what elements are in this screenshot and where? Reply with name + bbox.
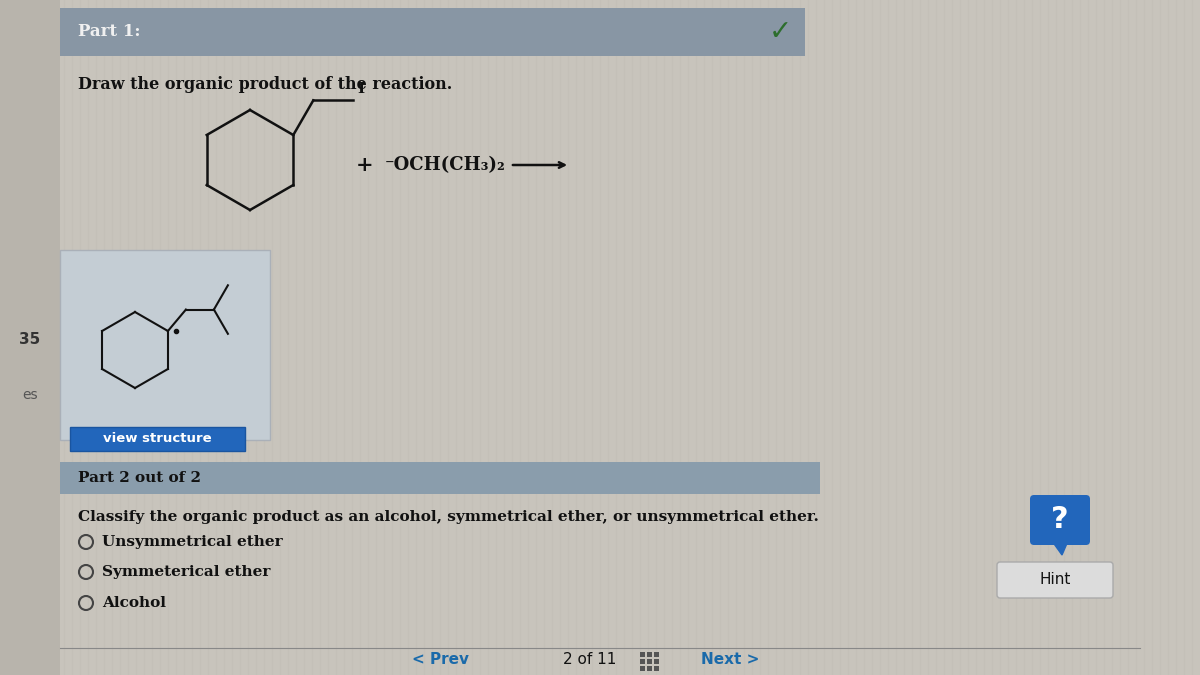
Text: Hint: Hint xyxy=(1039,572,1070,587)
Text: Part 2 out of 2: Part 2 out of 2 xyxy=(78,471,202,485)
Bar xyxy=(1034,499,1086,541)
Bar xyxy=(60,8,805,56)
Bar xyxy=(647,652,652,657)
Text: Unsymmetrical ether: Unsymmetrical ether xyxy=(102,535,283,549)
Text: ?: ? xyxy=(1051,506,1069,535)
Text: < Prev: < Prev xyxy=(412,653,468,668)
Bar xyxy=(647,659,652,664)
Text: Classify the organic product as an alcohol, symmetrical ether, or unsymmetrical : Classify the organic product as an alcoh… xyxy=(78,510,818,524)
Text: ⁻OCH(CH₃)₂: ⁻OCH(CH₃)₂ xyxy=(385,156,506,174)
Bar xyxy=(654,666,659,671)
Text: 35: 35 xyxy=(19,333,41,348)
Text: Draw the organic product of the reaction.: Draw the organic product of the reaction… xyxy=(78,76,452,93)
Bar xyxy=(640,652,646,657)
Bar xyxy=(647,666,652,671)
Text: Part 1:: Part 1: xyxy=(78,24,140,40)
Bar xyxy=(70,427,245,451)
Bar xyxy=(60,250,270,440)
Text: view structure: view structure xyxy=(103,433,212,446)
Text: 2 of 11: 2 of 11 xyxy=(563,653,617,668)
FancyBboxPatch shape xyxy=(1030,495,1090,545)
Bar xyxy=(60,462,820,494)
Text: es: es xyxy=(22,388,38,402)
Text: ✓: ✓ xyxy=(768,18,792,46)
Bar xyxy=(654,652,659,657)
Polygon shape xyxy=(1052,541,1068,555)
Bar xyxy=(640,666,646,671)
Bar xyxy=(654,659,659,664)
Text: I: I xyxy=(358,82,365,97)
Text: +: + xyxy=(356,155,374,175)
Text: Symmeterical ether: Symmeterical ether xyxy=(102,565,270,579)
Text: Alcohol: Alcohol xyxy=(102,596,166,610)
Bar xyxy=(0,0,60,675)
Text: Next >: Next > xyxy=(701,653,760,668)
FancyBboxPatch shape xyxy=(997,562,1114,598)
Bar xyxy=(640,659,646,664)
